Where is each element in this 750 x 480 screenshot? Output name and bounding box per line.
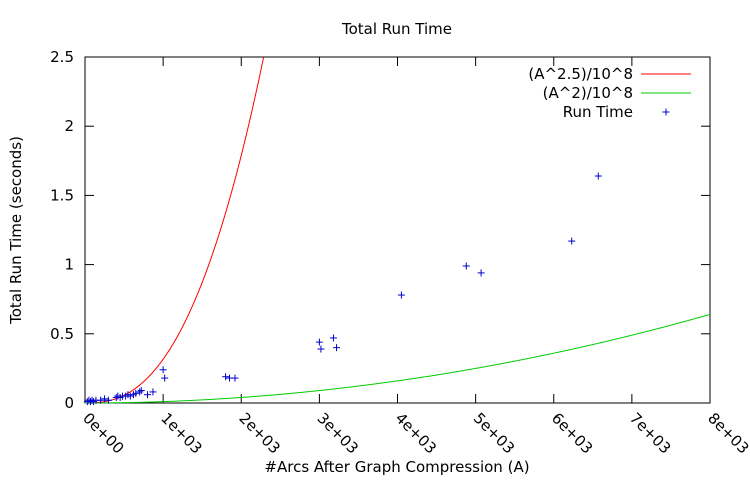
data-point (161, 374, 169, 382)
data-point (231, 374, 239, 382)
x-tick-label: 8e+03 (704, 409, 750, 457)
data-point (101, 395, 109, 403)
y-tick-label: 2.5 (50, 48, 74, 66)
data-point (136, 388, 144, 396)
x-tick-label: 6e+03 (548, 409, 596, 457)
x-tick-label: 2e+03 (235, 409, 283, 457)
data-point (333, 344, 341, 352)
x-tick-label: 5e+03 (470, 409, 518, 457)
data-point (594, 172, 602, 180)
data-point (132, 389, 140, 397)
data-point (104, 396, 112, 404)
x-tick-label: 3e+03 (314, 409, 362, 457)
x-tick-label: 4e+03 (392, 409, 440, 457)
y-tick-label: 2 (64, 117, 74, 135)
y-tick-label: 1.5 (50, 186, 74, 204)
y-tick-label: 1 (64, 256, 74, 274)
series-curve-1 (85, 313, 711, 404)
x-tick-label: 7e+03 (626, 409, 674, 457)
y-tick-label: 0.5 (50, 325, 74, 343)
function-curves (85, 56, 711, 404)
x-tick-labels: 0e+00 1e+03 2e+03 3e+03 4e+03 5e+03 6e+03 7e+03… (79, 409, 750, 457)
x-tick-label: 0e+00 (79, 409, 127, 457)
legend-label: (A^2)/10^8 (543, 84, 633, 102)
data-point (126, 392, 134, 400)
y-tick-label: 0 (64, 394, 74, 412)
legend-label: Run Time (563, 103, 633, 121)
data-point (477, 269, 485, 277)
y-tick-labels: 0 0.5 1 1.5 2 2.5 (50, 48, 74, 412)
data-point (462, 262, 470, 270)
data-point (144, 391, 151, 399)
y-axis-label: Total Run Time (seconds) (7, 136, 25, 325)
data-point (137, 387, 145, 395)
data-point (317, 345, 325, 353)
legend-label: (A^2.5)/10^8 (528, 65, 633, 83)
series-curve-0 (85, 56, 265, 404)
legend-marker (662, 108, 670, 116)
data-point (159, 366, 167, 374)
data-point (568, 237, 576, 245)
run-time-points (83, 172, 602, 406)
data-point (329, 334, 337, 342)
data-point (222, 373, 230, 381)
data-point (97, 396, 105, 404)
x-axis-label: #Arcs After Graph Compression (A) (264, 458, 529, 476)
data-point (149, 388, 157, 396)
chart-title: Total Run Time (341, 20, 452, 38)
x-tick-label: 1e+03 (157, 409, 205, 457)
data-point (315, 338, 323, 346)
data-point (397, 291, 405, 299)
